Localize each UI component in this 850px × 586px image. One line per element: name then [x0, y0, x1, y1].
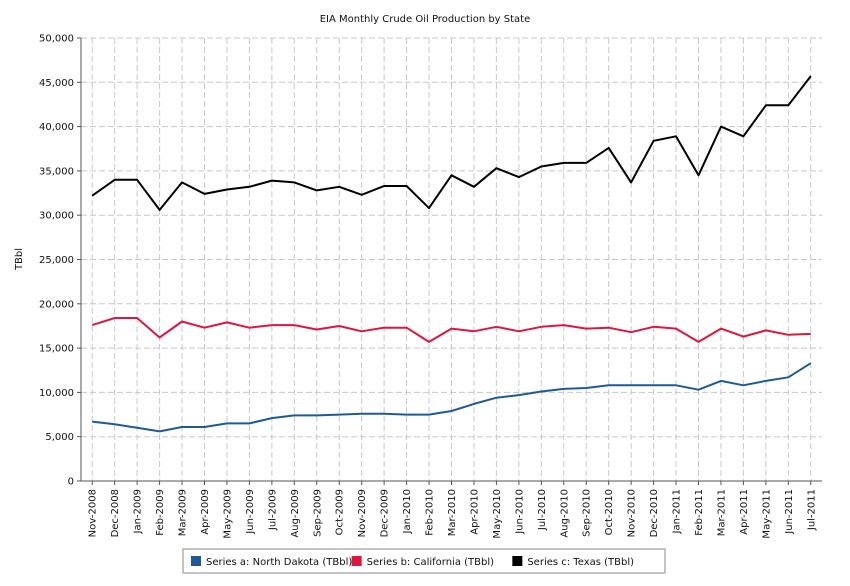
series-line-b	[91, 317, 811, 343]
x-tick-label: May-2011	[761, 489, 772, 539]
x-tick-label: Nov-2010	[627, 489, 638, 537]
x-tick-label: Jan-2009	[133, 489, 144, 534]
x-tick-label: Nov-2009	[357, 489, 368, 537]
x-tick-label: Dec-2008	[110, 489, 121, 537]
x-tick-label: Sep-2010	[582, 489, 593, 537]
x-tick-label: Aug-2009	[290, 489, 301, 538]
y-tick-label: 45,000	[39, 78, 74, 89]
x-tick-label: Dec-2009	[380, 489, 391, 537]
x-tick-label: Oct-2010	[604, 489, 615, 535]
y-tick-label: 35,000	[39, 166, 74, 177]
series-line-c	[91, 75, 812, 211]
legend-box	[182, 548, 666, 574]
x-tick-label: Sep-2009	[312, 489, 323, 537]
axes: 0 5,000 10,000 15,000 20,000 25,000 30,000 35,0…	[39, 34, 822, 539]
series-lines	[91, 75, 812, 433]
x-tick-label: Apr-2010	[469, 489, 480, 535]
x-tick-label: Mar-2011	[716, 489, 727, 536]
legend-label: Series c: Texas (TBbl)	[527, 557, 634, 568]
y-tick-label: 10,000	[39, 388, 74, 399]
x-tick-label: Nov-2008	[88, 489, 99, 537]
x-tick-label: Aug-2010	[559, 489, 570, 538]
legend: Series a: North Dakota (TBbl) Series b: C…	[182, 548, 666, 574]
y-tick-label: 0	[68, 477, 74, 488]
x-tick-label: Feb-2011	[694, 489, 705, 536]
y-tick-label: 5,000	[45, 432, 74, 443]
grid-lines	[81, 37, 822, 481]
y-tick-label: 20,000	[39, 299, 74, 310]
legend-swatch	[191, 556, 201, 566]
series-line-a	[92, 362, 812, 433]
x-tick-label: Jul-2011	[806, 489, 817, 531]
x-tick-label: Apr-2011	[739, 489, 750, 535]
chart-title: EIA Monthly Crude Oil Production by Stat…	[320, 14, 531, 25]
x-tick-label: Mar-2010	[447, 489, 458, 536]
legend-swatch	[512, 556, 523, 566]
y-axis-label: TBbl	[14, 248, 25, 271]
y-tick-label: 40,000	[39, 122, 74, 133]
legend-swatch	[351, 556, 362, 566]
x-tick-label: Feb-2009	[155, 489, 166, 536]
y-tick-label: 30,000	[39, 211, 74, 222]
x-tick-label: Mar-2009	[178, 489, 189, 536]
y-tick-label: 50,000	[39, 34, 74, 45]
y-tick-label: 15,000	[39, 344, 74, 355]
x-tick-label: Jun-2011	[784, 489, 795, 535]
x-tick-label: Jul-2010	[537, 489, 548, 531]
x-tick-label: Jun-2010	[514, 489, 525, 535]
y-tick-label: 25,000	[39, 255, 74, 266]
x-tick-label: Jul-2009	[267, 489, 278, 531]
x-tick-label: Feb-2010	[425, 489, 436, 536]
legend-label: Series b: California (TBbl)	[367, 557, 494, 568]
x-tick-label: Jan-2010	[402, 489, 413, 534]
x-tick-label: Jan-2011	[672, 489, 683, 534]
legend-label: Series a: North Dakota (TBbl)	[206, 557, 352, 568]
x-tick-label: May-2010	[492, 489, 503, 539]
x-tick-label: May-2009	[222, 489, 233, 539]
x-tick-label: Dec-2010	[649, 489, 660, 537]
x-tick-label: Oct-2009	[335, 489, 346, 535]
x-tick-label: Apr-2009	[200, 489, 211, 535]
x-tick-label: Jun-2009	[245, 489, 256, 535]
